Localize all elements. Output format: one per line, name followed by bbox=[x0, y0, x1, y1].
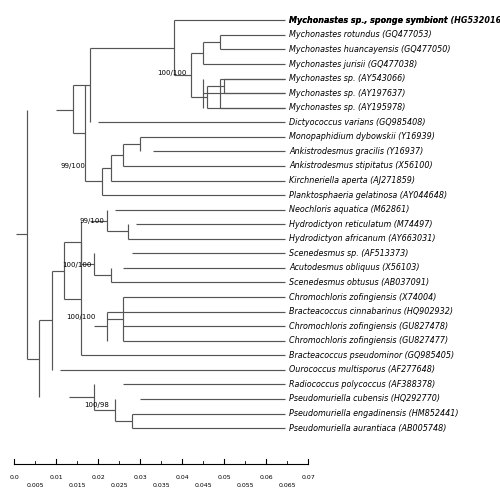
Text: Pseudomuriella engadinensis (HM852441): Pseudomuriella engadinensis (HM852441) bbox=[290, 409, 459, 418]
Text: Mychonastes jurisii (GQ477038): Mychonastes jurisii (GQ477038) bbox=[290, 59, 418, 68]
Text: Planktosphaeria gelatinosa (AY044648): Planktosphaeria gelatinosa (AY044648) bbox=[290, 191, 448, 199]
Text: Ourococcus multisporus (AF277648): Ourococcus multisporus (AF277648) bbox=[290, 365, 436, 374]
Text: Hydrodictyon reticulatum (M74497): Hydrodictyon reticulatum (M74497) bbox=[290, 220, 433, 229]
Text: Mychonastes sp., sponge symbiont: Mychonastes sp., sponge symbiont bbox=[290, 16, 451, 25]
Text: 99/100: 99/100 bbox=[60, 163, 86, 169]
Text: Mychonastes sp. (AY195978): Mychonastes sp. (AY195978) bbox=[290, 103, 406, 112]
Text: 0.06: 0.06 bbox=[260, 475, 273, 480]
Text: 0.01: 0.01 bbox=[49, 475, 63, 480]
Text: Chromochloris zofingiensis (GU827478): Chromochloris zofingiensis (GU827478) bbox=[290, 322, 448, 331]
Text: Pseudomuriella aurantiaca (AB005748): Pseudomuriella aurantiaca (AB005748) bbox=[290, 424, 447, 433]
Text: 99/100: 99/100 bbox=[80, 218, 104, 224]
Text: Hydrodictyon africanum (AY663031): Hydrodictyon africanum (AY663031) bbox=[290, 234, 436, 243]
Text: Monopaphidium dybowskii (Y16939): Monopaphidium dybowskii (Y16939) bbox=[290, 132, 436, 142]
Text: 0.0: 0.0 bbox=[9, 475, 19, 480]
Text: Mychonastes sp. (AY543066): Mychonastes sp. (AY543066) bbox=[290, 74, 406, 83]
Text: Acutodesmus obliquus (X56103): Acutodesmus obliquus (X56103) bbox=[290, 263, 420, 272]
Text: 0.035: 0.035 bbox=[152, 484, 170, 489]
Text: 0.04: 0.04 bbox=[176, 475, 189, 480]
Text: 0.045: 0.045 bbox=[194, 484, 212, 489]
Text: Chromochloris zofingiensis (GU827477): Chromochloris zofingiensis (GU827477) bbox=[290, 336, 448, 345]
Text: 0.05: 0.05 bbox=[218, 475, 231, 480]
Text: 0.02: 0.02 bbox=[91, 475, 105, 480]
Text: Neochloris aquatica (M62861): Neochloris aquatica (M62861) bbox=[290, 205, 410, 214]
Text: 0.07: 0.07 bbox=[302, 475, 315, 480]
Text: 0.03: 0.03 bbox=[134, 475, 147, 480]
Text: Mychonastes huancayensis (GQ477050): Mychonastes huancayensis (GQ477050) bbox=[290, 45, 451, 54]
Text: Bracteacoccus pseudominor (GQ985405): Bracteacoccus pseudominor (GQ985405) bbox=[290, 351, 454, 360]
Text: Mychonastes rotundus (GQ477053): Mychonastes rotundus (GQ477053) bbox=[290, 30, 432, 40]
Text: Ankistrodesmus stipitatus (X56100): Ankistrodesmus stipitatus (X56100) bbox=[290, 161, 433, 170]
Text: Chromochloris zofingiensis (X74004): Chromochloris zofingiensis (X74004) bbox=[290, 293, 437, 301]
Text: Radiococcus polycoccus (AF388378): Radiococcus polycoccus (AF388378) bbox=[290, 380, 436, 389]
Text: 0.055: 0.055 bbox=[236, 484, 254, 489]
Text: 100/100: 100/100 bbox=[157, 70, 186, 76]
Text: Dictyococcus varians (GQ985408): Dictyococcus varians (GQ985408) bbox=[290, 118, 426, 127]
Text: 100/98: 100/98 bbox=[84, 402, 108, 408]
Text: Ankistrodesmus gracilis (Y16937): Ankistrodesmus gracilis (Y16937) bbox=[290, 147, 424, 156]
Text: Scenedesmus sp. (AF513373): Scenedesmus sp. (AF513373) bbox=[290, 249, 409, 258]
Text: Pseudomuriella cubensis (HQ292770): Pseudomuriella cubensis (HQ292770) bbox=[290, 395, 440, 403]
Text: Mychonastes sp. (AY197637): Mychonastes sp. (AY197637) bbox=[290, 89, 406, 98]
Text: Bracteacoccus cinnabarinus (HQ902932): Bracteacoccus cinnabarinus (HQ902932) bbox=[290, 307, 454, 316]
Text: 0.065: 0.065 bbox=[278, 484, 296, 489]
Text: Mychonastes sp., sponge symbiont (HG532016): Mychonastes sp., sponge symbiont (HG5320… bbox=[290, 16, 500, 25]
Text: Scenedesmus obtusus (AB037091): Scenedesmus obtusus (AB037091) bbox=[290, 278, 430, 287]
Text: 0.005: 0.005 bbox=[26, 484, 44, 489]
Text: Kirchneriella aperta (AJ271859): Kirchneriella aperta (AJ271859) bbox=[290, 176, 416, 185]
Text: 100/100: 100/100 bbox=[62, 262, 92, 268]
Text: 0.025: 0.025 bbox=[110, 484, 128, 489]
Text: 0.015: 0.015 bbox=[68, 484, 86, 489]
Text: 100/100: 100/100 bbox=[66, 314, 96, 320]
